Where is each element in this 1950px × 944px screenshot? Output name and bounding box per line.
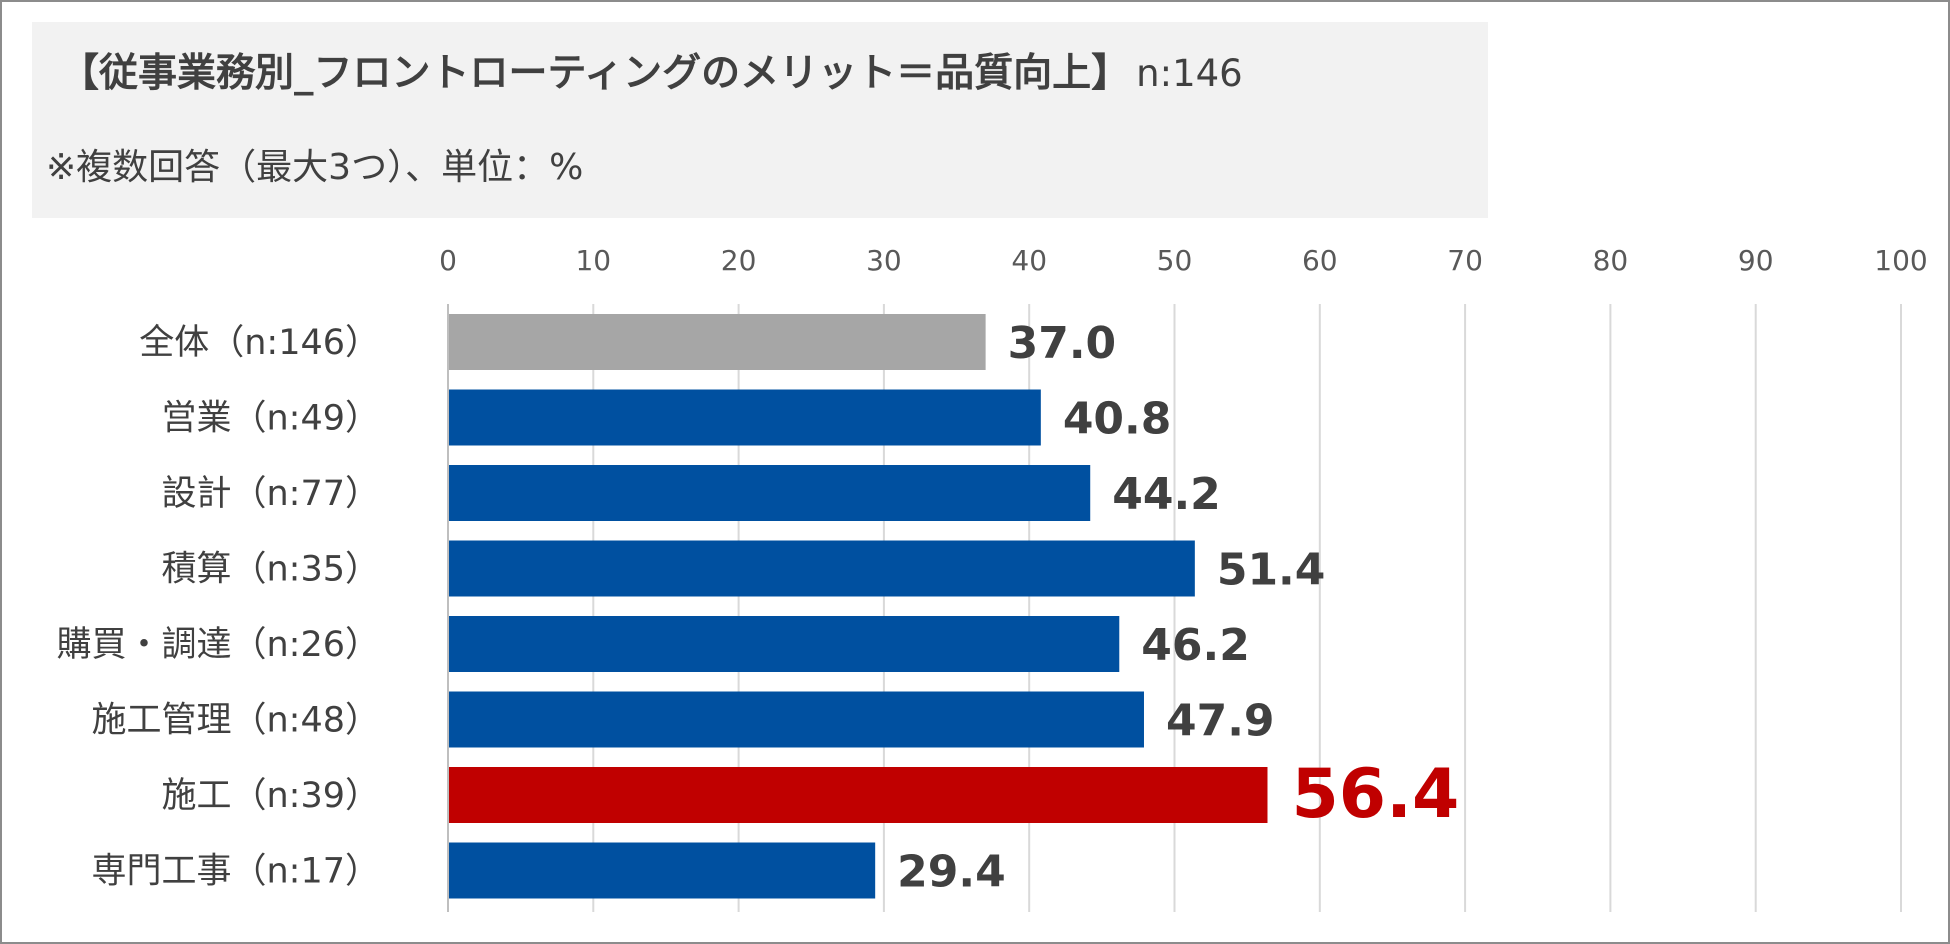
data-label: 46.2 xyxy=(1141,620,1250,671)
data-label: 56.4 xyxy=(1291,755,1459,834)
x-tick-label: 30 xyxy=(866,244,902,277)
category-label: 設計（n:77） xyxy=(161,474,380,514)
category-label: 施工管理（n:48） xyxy=(91,701,380,741)
data-label: 51.4 xyxy=(1217,545,1326,596)
category-label: 積算（n:35） xyxy=(161,550,380,590)
chart-subtitle: ※複数回答（最大3つ）、単位：% xyxy=(46,147,584,188)
x-tick-label: 60 xyxy=(1302,244,1338,277)
x-tick-label: 50 xyxy=(1157,244,1193,277)
chart-title: 【従事業務別_フロントローティングのメリット＝品質向上】 n:146 xyxy=(60,54,1243,93)
x-tick-label: 20 xyxy=(721,244,757,277)
x-tick-label: 100 xyxy=(1874,244,1927,277)
x-tick-label: 80 xyxy=(1593,244,1629,277)
x-tick-label: 10 xyxy=(575,244,611,277)
chart-title-text: 【従事業務別_フロントローティングのメリット＝品質向上】 xyxy=(60,51,1131,96)
bar xyxy=(449,691,1144,748)
bar xyxy=(449,465,1091,521)
title-box: 【従事業務別_フロントローティングのメリット＝品質向上】 n:146 ※複数回答（… xyxy=(32,22,1488,218)
data-label: 37.0 xyxy=(1008,318,1117,369)
category-label: 購買・調達（n:26） xyxy=(56,625,380,665)
data-label: 29.4 xyxy=(897,847,1006,898)
x-tick-label: 90 xyxy=(1738,244,1774,277)
x-tick-label: 70 xyxy=(1447,244,1483,277)
sample-size-label: n:146 xyxy=(1136,52,1243,95)
data-label: 44.2 xyxy=(1112,469,1221,520)
data-label: 40.8 xyxy=(1063,394,1172,445)
bar xyxy=(449,389,1041,446)
bar xyxy=(449,540,1195,597)
category-label: 専門工事（n:17） xyxy=(91,852,380,892)
category-label: 全体（n:146） xyxy=(139,323,380,363)
category-label: 営業（n:49） xyxy=(161,399,380,439)
bar xyxy=(449,616,1120,672)
bar xyxy=(449,314,986,370)
x-tick-label: 0 xyxy=(439,244,457,277)
bar xyxy=(449,767,1268,823)
data-label: 47.9 xyxy=(1166,696,1275,747)
bar xyxy=(449,842,876,899)
category-label: 施工（n:39） xyxy=(161,776,380,816)
x-tick-label: 40 xyxy=(1011,244,1047,277)
